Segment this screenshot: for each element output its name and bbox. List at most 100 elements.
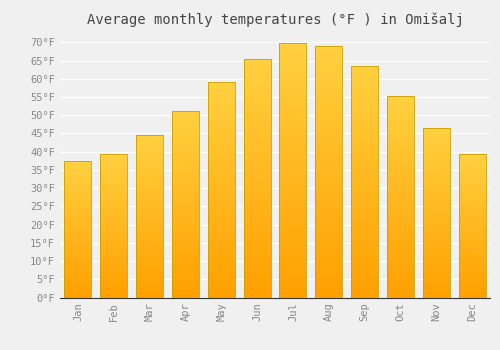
Bar xyxy=(136,247,163,249)
Bar xyxy=(351,133,378,135)
Bar xyxy=(64,195,92,197)
Bar xyxy=(100,173,127,174)
Bar xyxy=(100,295,127,296)
Bar xyxy=(316,56,342,58)
Bar xyxy=(387,198,414,201)
Bar xyxy=(172,126,199,128)
Bar xyxy=(100,181,127,183)
Bar xyxy=(100,216,127,217)
Bar xyxy=(64,248,92,250)
Bar xyxy=(351,121,378,124)
Bar xyxy=(280,153,306,155)
Bar xyxy=(244,152,270,155)
Bar xyxy=(64,171,92,172)
Bar xyxy=(458,230,485,231)
Bar xyxy=(280,244,306,247)
Bar xyxy=(208,235,234,237)
Bar xyxy=(136,267,163,268)
Bar xyxy=(458,259,485,260)
Bar xyxy=(280,99,306,102)
Bar xyxy=(64,270,92,272)
Bar xyxy=(316,134,342,136)
Bar xyxy=(316,106,342,108)
Bar xyxy=(387,201,414,203)
Bar xyxy=(458,273,485,274)
Bar xyxy=(100,200,127,201)
Bar xyxy=(387,251,414,253)
Bar xyxy=(387,293,414,295)
Bar xyxy=(351,279,378,281)
Bar xyxy=(244,86,270,88)
Bar xyxy=(458,209,485,210)
Bar xyxy=(458,154,485,155)
Bar xyxy=(100,229,127,230)
Bar xyxy=(423,191,450,193)
Bar xyxy=(136,234,163,236)
Bar xyxy=(423,179,450,181)
Bar xyxy=(64,285,92,287)
Bar xyxy=(351,89,378,91)
Bar xyxy=(280,221,306,224)
Bar xyxy=(172,199,199,201)
Bar xyxy=(387,265,414,267)
Bar xyxy=(100,221,127,223)
Bar xyxy=(136,211,163,213)
Bar xyxy=(208,123,234,125)
Bar xyxy=(244,209,270,212)
Bar xyxy=(316,119,342,121)
Bar xyxy=(387,160,414,162)
Bar xyxy=(244,135,270,138)
Bar xyxy=(423,228,450,230)
Bar xyxy=(280,91,306,94)
Bar xyxy=(100,184,127,186)
Bar xyxy=(208,203,234,205)
Bar xyxy=(458,239,485,240)
Bar xyxy=(172,247,199,249)
Bar xyxy=(316,53,342,56)
Bar xyxy=(208,170,234,173)
Bar xyxy=(316,199,342,202)
Bar xyxy=(136,189,163,190)
Bar xyxy=(172,150,199,152)
Bar xyxy=(100,233,127,234)
Bar xyxy=(458,181,485,183)
Bar xyxy=(208,82,234,298)
Bar xyxy=(172,253,199,255)
Bar xyxy=(423,181,450,182)
Bar xyxy=(208,97,234,100)
Bar xyxy=(136,185,163,187)
Bar xyxy=(423,167,450,169)
Bar xyxy=(316,83,342,86)
Bar xyxy=(64,172,92,173)
Bar xyxy=(244,88,270,90)
Bar xyxy=(64,208,92,209)
Bar xyxy=(100,205,127,207)
Bar xyxy=(351,170,378,173)
Bar xyxy=(100,157,127,158)
Bar xyxy=(100,273,127,274)
Bar xyxy=(244,195,270,197)
Bar xyxy=(100,279,127,280)
Bar xyxy=(351,103,378,105)
Bar xyxy=(351,235,378,237)
Bar xyxy=(64,199,92,201)
Bar xyxy=(172,217,199,219)
Bar xyxy=(172,130,199,132)
Bar xyxy=(136,286,163,288)
Bar xyxy=(172,128,199,130)
Bar xyxy=(100,283,127,285)
Bar xyxy=(64,203,92,205)
Bar xyxy=(280,206,306,209)
Bar xyxy=(280,259,306,262)
Bar xyxy=(244,238,270,240)
Bar xyxy=(316,232,342,234)
Bar xyxy=(280,254,306,257)
Bar xyxy=(208,175,234,177)
Bar xyxy=(458,260,485,261)
Bar xyxy=(458,158,485,160)
Bar xyxy=(316,96,342,98)
Bar xyxy=(244,288,270,290)
Bar xyxy=(208,252,234,254)
Bar xyxy=(64,284,92,285)
Bar xyxy=(244,271,270,274)
